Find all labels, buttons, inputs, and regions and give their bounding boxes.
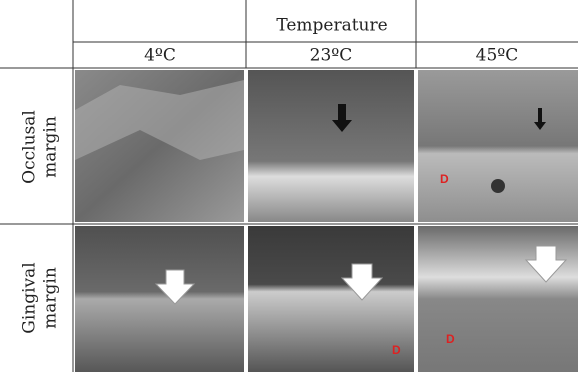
figure: Temperature 4ºC 23ºC 45ºC Occlusal margi…: [0, 0, 578, 372]
row-label-line: Occlusal: [20, 110, 40, 184]
column-header: 23ºC: [310, 46, 353, 66]
header-title: Temperature: [276, 16, 387, 36]
column-header: 45ºC: [476, 46, 519, 66]
column-header: 4ºC: [144, 46, 176, 66]
sem-image: [248, 70, 414, 222]
row-label-line: margin: [41, 267, 61, 329]
row-label-line: Gingival: [20, 262, 40, 333]
sem-image: [75, 226, 244, 372]
row-label: Gingival margin: [20, 262, 61, 333]
particle: [491, 179, 505, 193]
image-label: D: [446, 332, 455, 346]
sem-image: [248, 226, 414, 372]
image-label: D: [440, 172, 449, 186]
sem-image: [418, 70, 578, 222]
image-label: D: [392, 343, 401, 357]
row-label-line: margin: [41, 116, 61, 178]
row-label: Occlusal margin: [20, 110, 61, 184]
